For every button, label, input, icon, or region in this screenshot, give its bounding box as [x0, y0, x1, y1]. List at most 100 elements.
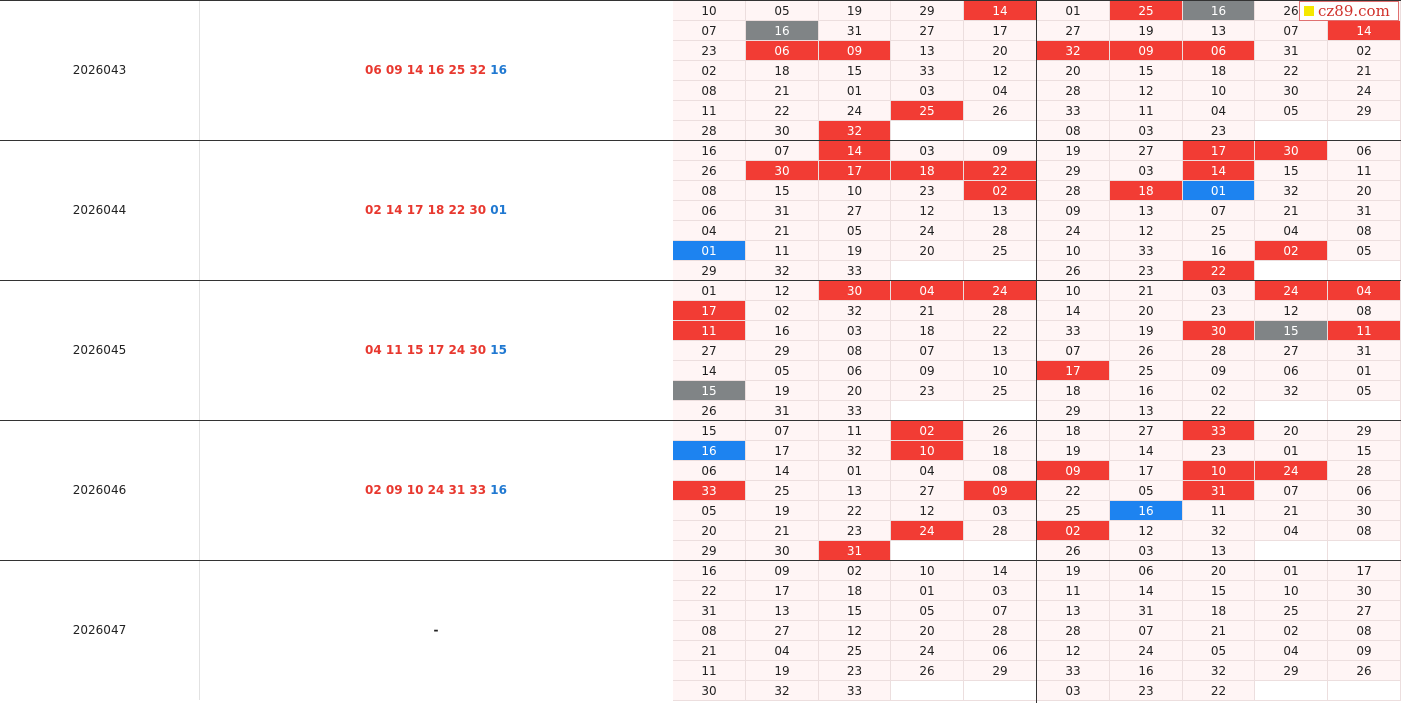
grid-cell: 10: [1037, 241, 1110, 261]
grid-cell: 01: [673, 281, 746, 301]
grid-cell: 21: [746, 81, 819, 101]
grid-cell: 31: [673, 601, 746, 621]
grid-cell: 15: [1328, 441, 1401, 461]
grid-cell: 15: [819, 601, 891, 621]
grid-cell: 08: [964, 461, 1037, 481]
grid-cell: [964, 401, 1037, 421]
grid-cell: 28: [1037, 621, 1110, 641]
grid-cell: 24: [964, 281, 1037, 301]
grid-cell: [1328, 261, 1401, 281]
grid-cell: 22: [673, 581, 746, 601]
grid-cell: 29: [964, 661, 1037, 681]
grid-cell: 10: [964, 361, 1037, 381]
grid-cell: 11: [746, 241, 819, 261]
grid-cell: 13: [1183, 21, 1255, 41]
grid-cell: 06: [1255, 361, 1328, 381]
grid-cell: 17: [746, 441, 819, 461]
grid-cell: 20: [673, 521, 746, 541]
grid-cell: 09: [1110, 41, 1183, 61]
grid-cell: 21: [1328, 61, 1401, 81]
grid-cell: 22: [964, 161, 1037, 181]
grid-cell: 01: [1037, 1, 1110, 21]
grid-cell: 09: [964, 481, 1037, 501]
grid-cell: 12: [746, 281, 819, 301]
grid-cell: 24: [891, 521, 964, 541]
grid-cell: 12: [1110, 521, 1183, 541]
grid-cell: 07: [746, 421, 819, 441]
grid-cell: 20: [1037, 61, 1110, 81]
draw-result: 02 14 17 18 22 30 01: [199, 141, 674, 280]
grid-cell: 18: [819, 581, 891, 601]
grid-cell: 23: [1110, 681, 1183, 701]
grid-cell: 18: [891, 321, 964, 341]
grid-cell: 30: [673, 681, 746, 701]
grid-cell: 21: [673, 641, 746, 661]
grid-cell: 10: [673, 1, 746, 21]
grid-cell: 28: [964, 621, 1037, 641]
grid-cell: 04: [1255, 641, 1328, 661]
grid-cell: 26: [673, 161, 746, 181]
grid-cell: 13: [819, 481, 891, 501]
grid-cell: 15: [819, 61, 891, 81]
grid-cell: 17: [1183, 141, 1255, 161]
draw-row: 2026047-16 09 02 10 14 19 06 20 01 17 22 17 18 01 03 11…: [0, 560, 1401, 701]
grid-cell: 12: [891, 501, 964, 521]
grid-cell: 30: [1255, 81, 1328, 101]
grid-cell: [1255, 401, 1328, 421]
grid-cell: 06: [1328, 481, 1401, 501]
grid-cell: 05: [891, 601, 964, 621]
grid-cell: 10: [819, 181, 891, 201]
grid-cell: 12: [964, 61, 1037, 81]
grid-cell: 27: [819, 201, 891, 221]
grid-cell: 27: [891, 21, 964, 41]
grid-cell: 07: [1255, 21, 1328, 41]
grid-cell: 13: [1037, 601, 1110, 621]
grid-cell: 33: [1037, 661, 1110, 681]
draw-row: 2026044 02 14 17 18 22 30 01 16 07 14 03 09 19 2…: [0, 140, 1401, 281]
grid-cell: 22: [1183, 681, 1255, 701]
grid-cell: 21: [1110, 281, 1183, 301]
grid-cell: 03: [891, 81, 964, 101]
grid-cell: 23: [891, 181, 964, 201]
grid-cell: 28: [1183, 341, 1255, 361]
grid-cell: 04: [673, 221, 746, 241]
grid-cell: 24: [1255, 281, 1328, 301]
period-number: 2026043: [0, 1, 200, 140]
grid-cell: 01: [1183, 181, 1255, 201]
grid-cell: 18: [891, 161, 964, 181]
grid-cell: 08: [1328, 521, 1401, 541]
grid-cell: 17: [1328, 561, 1401, 581]
grid-cell: 33: [819, 681, 891, 701]
grid-cell: 21: [746, 521, 819, 541]
grid-cell: 25: [1110, 1, 1183, 21]
grid-cell: 20: [819, 381, 891, 401]
grid-cell: 26: [1037, 261, 1110, 281]
grid-cell: 28: [1037, 81, 1110, 101]
grid-cell: 25: [819, 641, 891, 661]
grid-cell: 09: [1328, 641, 1401, 661]
grid-cell: 20: [1110, 301, 1183, 321]
grid-cell: 33: [1037, 321, 1110, 341]
grid-cell: 25: [1255, 601, 1328, 621]
grid-cell: 33: [819, 261, 891, 281]
grid-cell: 02: [746, 301, 819, 321]
grid-cell: 11: [1328, 321, 1401, 341]
grid-cell: 02: [673, 61, 746, 81]
grid-cell: 26: [673, 401, 746, 421]
grid-cell: 13: [964, 341, 1037, 361]
grid-cell: 18: [1037, 421, 1110, 441]
grid-cell: 04: [1328, 281, 1401, 301]
watermark-text: cz89.com: [1318, 2, 1390, 20]
grid-cell: 17: [746, 581, 819, 601]
grid-cell: 18: [1183, 61, 1255, 81]
grid-cell: 29: [891, 1, 964, 21]
grid-cell: 18: [1183, 601, 1255, 621]
grid-cell: 01: [891, 581, 964, 601]
grid-cell: 08: [673, 81, 746, 101]
grid-cell: 30: [819, 281, 891, 301]
grid-cell: 16: [1183, 241, 1255, 261]
draw-result: 04 11 15 17 24 30 15: [199, 281, 674, 420]
grid-cell: 20: [1255, 421, 1328, 441]
grid-cell: 29: [1037, 401, 1110, 421]
draw-row: 2026045 04 11 15 17 24 30 15 01 12 30 04 24 10 2…: [0, 280, 1401, 421]
